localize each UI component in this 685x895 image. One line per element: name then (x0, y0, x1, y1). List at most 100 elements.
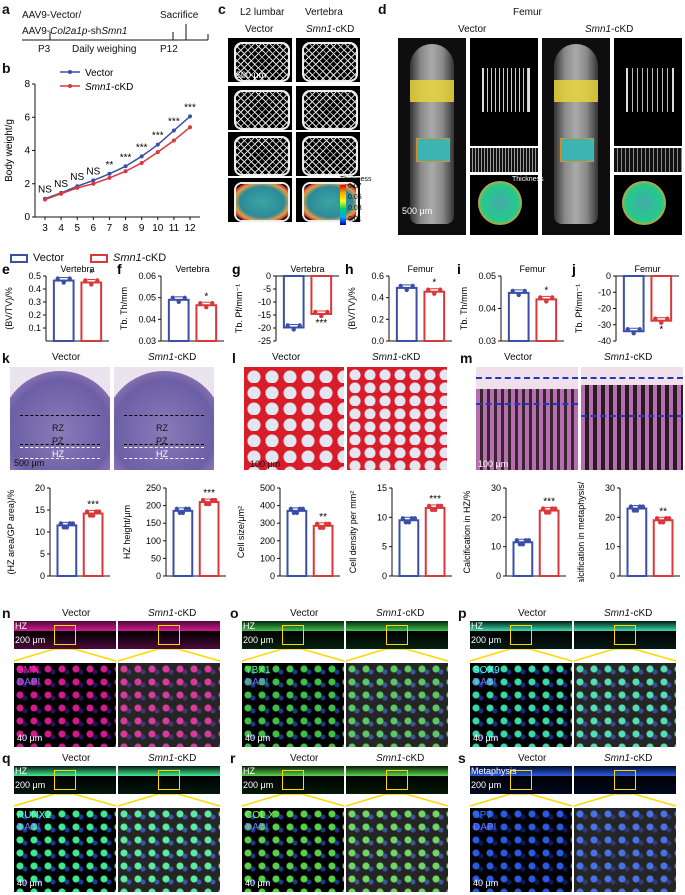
k-kd: Smn1-cKD (148, 352, 197, 363)
b-xtick-label: 8 (123, 223, 129, 234)
if-kd-suffix: -cKD (402, 608, 425, 619)
if-zone-label: HZ (243, 766, 255, 776)
m1-dot (517, 542, 523, 547)
k1-dot (61, 525, 67, 530)
k-pz-label: PZ (52, 436, 64, 446)
i-dot (544, 299, 549, 304)
if-kd-italic: Smn1 (148, 753, 175, 764)
e-ytick-label: 0.3 (28, 297, 41, 307)
m2-significance: ** (659, 506, 667, 517)
k1-ytick-label: 15 (35, 505, 45, 515)
k1-ytick-label: 10 (35, 527, 45, 537)
i-dot (522, 288, 527, 294)
k2-dot (177, 510, 183, 516)
b-point (123, 169, 128, 174)
g-ytick-label: -25 (258, 336, 271, 346)
if-panel-o: o Vector Smn1-cKD HZ 200 μm YBX1 DAPI 40 μm (228, 605, 456, 750)
bar-chart-g: 0 -5 -10 -15 -20 -25 *** Tb. Pf/mm⁻¹ Vertebra g (232, 262, 339, 346)
if-kd-suffix: -cKD (174, 608, 197, 619)
b-xtick-label: 4 (58, 223, 64, 234)
h-ytick-label: 0.4 (371, 293, 384, 303)
g-dot (291, 327, 296, 332)
if-panel-label: o (230, 605, 239, 621)
g-bar-kd (310, 275, 333, 315)
if-dapi-label: DAPI (17, 822, 41, 833)
if-zoom-lines (241, 794, 449, 807)
panel-label-l: l (232, 350, 236, 366)
j-dot (631, 331, 636, 336)
e-ytick-label: 0.5 (28, 271, 41, 281)
b-xtick-label: 12 (184, 223, 196, 234)
e-significance: * (89, 269, 93, 280)
b-point (123, 164, 128, 169)
i-dot (538, 295, 543, 300)
g-significance: *** (315, 318, 327, 329)
if-zoom-line-kd (345, 794, 449, 807)
if-overview-strip (346, 621, 448, 649)
panel-label-b: b (2, 60, 11, 76)
j-dot (625, 327, 630, 332)
k-hz-label: HZ (52, 449, 64, 459)
bar-chart-j: 0 -10 -20 -30 -40 * Tb. Pf/mm⁻¹ Femur j (571, 262, 679, 346)
l-safranin-vector (244, 367, 344, 470)
c-kd: Smn1-cKD (306, 24, 355, 35)
c-colorbar-tick: 0.03 (348, 205, 362, 212)
h-significance: * (432, 278, 436, 289)
b-point (155, 142, 160, 147)
k1-ylabel: (HZ area/GP area)/% (6, 490, 16, 575)
if-zoom-line-kd (345, 649, 449, 662)
c-microct-tile (296, 38, 360, 82)
l2-ytick-label: 10 (377, 512, 387, 522)
b-point (91, 178, 96, 183)
g-ytick-label: -15 (258, 310, 271, 320)
c-col2: Vertebra (305, 7, 343, 18)
b-point (188, 114, 192, 119)
m1-dot (523, 538, 529, 543)
e-dot (61, 280, 66, 285)
b-ytick-label: 0 (24, 212, 30, 223)
b-point (91, 181, 96, 186)
if-vector-label: Vector (518, 608, 547, 619)
l-vector: Vector (272, 352, 301, 363)
if-scale-top: 200 μm (15, 635, 46, 645)
k1-ytick-label: 5 (40, 549, 45, 559)
if-kd-suffix: -cKD (402, 753, 425, 764)
j-ytick-label: -30 (598, 320, 611, 330)
b-xtick-label: 9 (139, 223, 145, 234)
if-roi-box (614, 625, 636, 645)
k2-ytick-label: 0 (156, 571, 161, 581)
b-annotation: NS (54, 179, 68, 190)
f-ylabel: Tb. Th/mm (119, 287, 129, 330)
if-scale-bottom: 40 μm (473, 733, 499, 743)
bar-chart-i: 0.03 0.04 0.05 * Tb. Th/mm Femur i (457, 262, 564, 346)
b-annotation: NS (86, 166, 100, 177)
b-annotation: *** (136, 142, 148, 153)
c-microct-tile (296, 86, 360, 130)
m2-dot (631, 508, 637, 513)
if-overview-strip (574, 766, 676, 794)
if-dapi-label: DAPI (245, 822, 269, 833)
if-kd-label: Smn1-cKD (376, 753, 424, 764)
if-zoom-line-vector (241, 649, 345, 662)
e-ytick-label: 0.4 (28, 284, 41, 294)
f-dot (170, 295, 175, 301)
l2-dot (429, 507, 435, 513)
h-ytick-label: 0.6 (371, 271, 384, 281)
m-vonkossa-vector (476, 367, 578, 470)
f-dot (204, 305, 209, 310)
m-vector: Vector (504, 352, 533, 363)
d-trabecular-vector (470, 38, 538, 146)
b-legend-vector: Vector (85, 68, 114, 79)
c-thickness-title: Thickness (340, 176, 372, 183)
i-ytick-label: 0.03 (478, 336, 496, 346)
m1-dot (540, 506, 546, 511)
m2-ylabel: Calcification in metaphysis/% (576, 482, 586, 582)
g-panel-label: g (232, 262, 241, 277)
e-dot (55, 276, 60, 281)
k-scale: 500 μm (14, 458, 45, 468)
if-scale-bottom: 40 μm (17, 733, 43, 743)
g-ytick-label: -10 (258, 297, 271, 307)
if-vector-label: Vector (290, 608, 319, 619)
l2-ytick-label: 5 (382, 542, 387, 552)
if-zoom-image (118, 808, 220, 892)
